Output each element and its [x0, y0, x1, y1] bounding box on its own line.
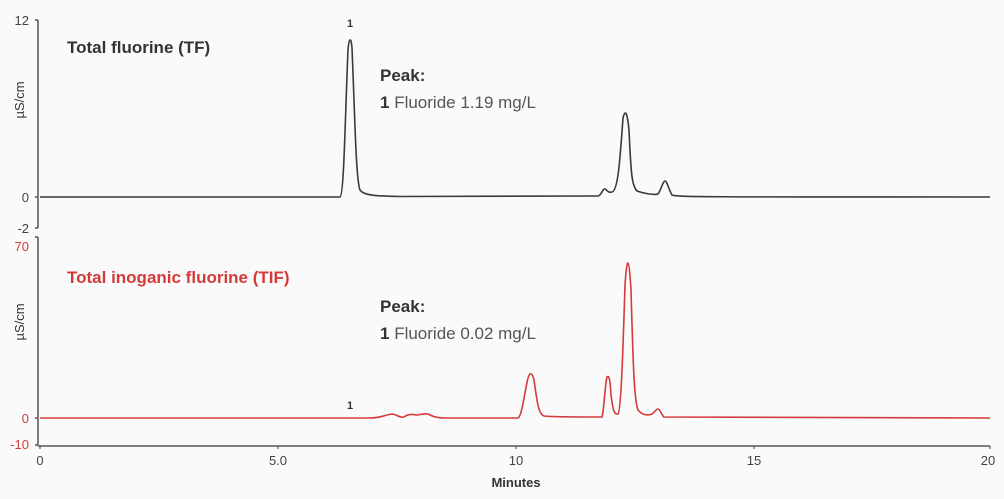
tif-y-axis: 70 0 -10 µS/cm: [10, 236, 39, 452]
tf-title: Total fluorine (TF): [67, 38, 210, 57]
tf-ytick-top: 12: [15, 13, 29, 28]
tif-ytick-zero: 0: [22, 411, 29, 426]
tif-title: Total inoganic fluorine (TIF): [67, 268, 290, 287]
tf-ytick-bottom: -2: [17, 221, 29, 236]
tif-peak-marker: 1: [347, 400, 353, 412]
tif-peak-annotation: 1 Fluoride 0.02 mg/L: [380, 324, 536, 343]
xtick-20: 20: [981, 453, 995, 468]
xtick-15: 15: [747, 453, 761, 468]
tf-y-label: µS/cm: [12, 81, 27, 118]
xtick-0: 0: [36, 453, 43, 468]
tf-peak-marker: 1: [347, 18, 353, 30]
x-axis-label: Minutes: [491, 475, 540, 490]
tf-y-axis: 12 0 -2 µS/cm: [12, 13, 39, 236]
tif-ytick-top: 70: [15, 239, 29, 254]
tif-ytick-bottom: -10: [10, 437, 29, 452]
tf-peak-annotation: 1 Fluoride 1.19 mg/L: [380, 93, 536, 112]
tf-peak-heading: Peak:: [380, 66, 425, 85]
tf-ytick-zero: 0: [22, 190, 29, 205]
tf-trace: [40, 39, 991, 198]
tif-trace: [40, 262, 991, 419]
tif-peak-heading: Peak:: [380, 297, 425, 316]
x-axis: 0 5.0 10 15 20 Minutes: [36, 445, 995, 490]
xtick-10: 10: [509, 453, 523, 468]
xtick-5: 5.0: [269, 453, 287, 468]
tif-y-label: µS/cm: [12, 303, 27, 340]
